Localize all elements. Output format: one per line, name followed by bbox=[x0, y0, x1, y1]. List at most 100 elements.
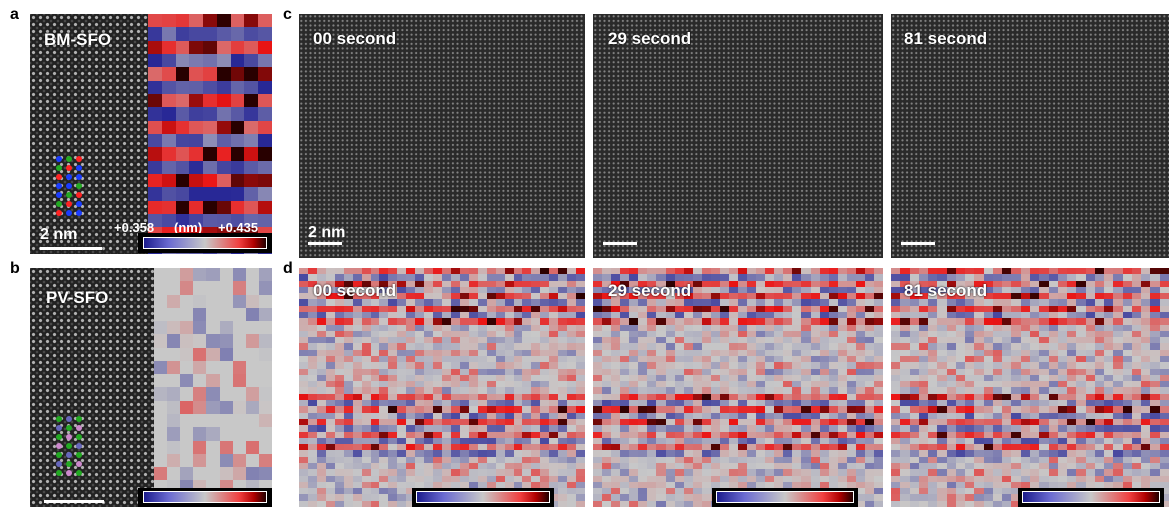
strain-cell bbox=[468, 418, 478, 426]
strain-cell bbox=[370, 374, 380, 382]
strain-cell bbox=[1076, 374, 1086, 382]
strain-cell bbox=[900, 330, 910, 338]
strain-cell bbox=[1085, 444, 1095, 451]
strain-cell bbox=[406, 368, 416, 375]
strain-cell bbox=[388, 400, 398, 407]
strain-cell bbox=[558, 418, 568, 426]
strain-cell bbox=[728, 343, 738, 350]
strain-cell bbox=[1020, 324, 1030, 331]
strain-cell bbox=[1039, 280, 1049, 287]
strain-cell bbox=[361, 286, 371, 294]
strain-cell bbox=[1131, 450, 1142, 457]
strain-cell bbox=[928, 418, 938, 426]
strain-cell bbox=[486, 418, 496, 426]
strain-cell bbox=[873, 330, 883, 338]
strain-cell bbox=[522, 324, 532, 331]
strain-cell bbox=[946, 274, 956, 281]
strain-cell bbox=[873, 481, 883, 489]
strain-cell bbox=[1067, 469, 1077, 476]
strain-cell bbox=[1011, 431, 1021, 438]
strain-cell bbox=[792, 387, 802, 394]
strain-cell bbox=[819, 343, 829, 350]
strain-cell bbox=[792, 274, 802, 281]
strain-cell bbox=[459, 274, 469, 281]
strain-cell bbox=[946, 481, 956, 489]
strain-cell bbox=[810, 268, 820, 275]
strain-cell bbox=[232, 453, 246, 468]
strain-cell bbox=[415, 293, 425, 300]
strain-cell bbox=[388, 368, 398, 375]
strain-cell bbox=[819, 406, 829, 413]
strain-cell bbox=[864, 368, 874, 375]
strain-cell bbox=[1076, 387, 1086, 394]
strain-cell bbox=[495, 305, 505, 313]
panel-d-frame-3-title: 81 second bbox=[904, 281, 988, 300]
strain-cell bbox=[629, 450, 639, 457]
strain-cell bbox=[1057, 312, 1068, 319]
strain-cell bbox=[1094, 274, 1105, 281]
strain-cell bbox=[928, 374, 938, 382]
strain-cell bbox=[1113, 274, 1123, 281]
strain-cell bbox=[783, 299, 793, 306]
strain-cell bbox=[611, 356, 621, 363]
strain-cell bbox=[388, 469, 398, 476]
strain-cell bbox=[810, 374, 820, 382]
strain-cell bbox=[674, 431, 684, 438]
strain-cell bbox=[810, 393, 820, 401]
strain-cell bbox=[1150, 469, 1160, 476]
strain-cell bbox=[1020, 286, 1030, 294]
strain-cell bbox=[307, 286, 317, 294]
strain-cell bbox=[1131, 280, 1142, 287]
strain-cell bbox=[792, 299, 802, 306]
strain-cell bbox=[728, 481, 738, 489]
strain-cell bbox=[531, 431, 541, 438]
strain-cell bbox=[728, 412, 738, 419]
strain-cell bbox=[1002, 293, 1012, 300]
strain-cell bbox=[576, 330, 585, 338]
strain-cell bbox=[193, 440, 207, 454]
strain-cell bbox=[602, 387, 612, 394]
strain-cell bbox=[1002, 374, 1012, 382]
strain-cell bbox=[379, 318, 389, 325]
strain-cell bbox=[728, 286, 738, 294]
strain-cell bbox=[647, 349, 657, 357]
strain-cell bbox=[1039, 406, 1049, 413]
strain-cell bbox=[1002, 280, 1012, 287]
atom-model-dot bbox=[56, 425, 62, 431]
strain-cell bbox=[558, 362, 568, 369]
strain-cell bbox=[316, 393, 326, 401]
strain-cell bbox=[810, 337, 820, 344]
strain-cell bbox=[1150, 475, 1160, 482]
strain-cell bbox=[909, 400, 919, 407]
strain-cell bbox=[765, 475, 775, 482]
strain-cell bbox=[855, 368, 865, 375]
strain-cell bbox=[1131, 431, 1142, 438]
strain-cell bbox=[611, 374, 621, 382]
strain-cell bbox=[576, 400, 585, 407]
strain-cell bbox=[1150, 368, 1160, 375]
strain-cell bbox=[495, 318, 505, 325]
strain-cell bbox=[891, 312, 901, 319]
strain-cell bbox=[774, 462, 784, 470]
strain-cell bbox=[406, 324, 416, 331]
strain-cell bbox=[1020, 318, 1030, 325]
strain-cell bbox=[983, 469, 993, 476]
atom-model-dot bbox=[76, 192, 82, 198]
strain-cell bbox=[1048, 274, 1058, 281]
strain-cell bbox=[819, 305, 829, 313]
strain-cell bbox=[450, 362, 460, 369]
strain-cell bbox=[900, 469, 910, 476]
strain-cell bbox=[433, 412, 442, 419]
strain-cell bbox=[992, 268, 1003, 275]
strain-cell bbox=[232, 414, 246, 428]
strain-cell bbox=[1159, 268, 1169, 275]
strain-cell bbox=[219, 347, 233, 361]
strain-cell bbox=[379, 469, 389, 476]
strain-cell bbox=[1104, 274, 1114, 281]
strain-cell bbox=[1002, 393, 1012, 401]
strain-cell bbox=[522, 481, 532, 489]
strain-cell bbox=[647, 425, 657, 432]
strain-cell bbox=[167, 453, 181, 468]
strain-cell bbox=[710, 393, 720, 401]
strain-cell bbox=[620, 337, 630, 344]
